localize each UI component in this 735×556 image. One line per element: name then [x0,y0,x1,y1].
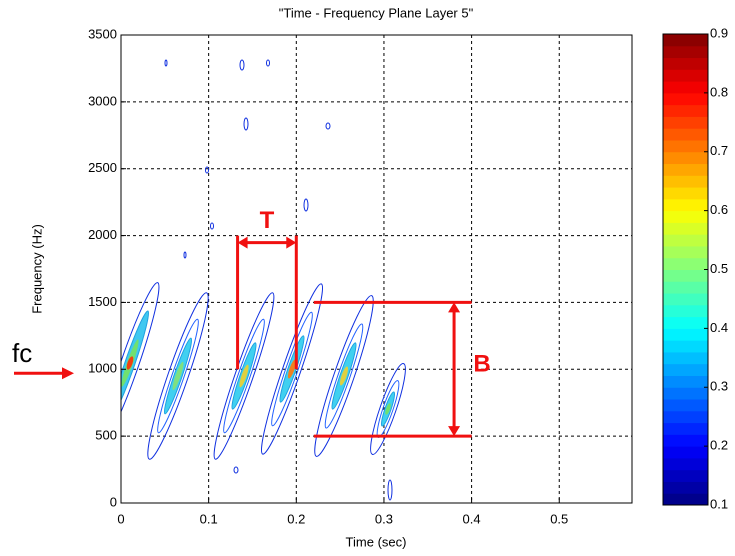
x-tick-label: 0.3 [375,511,393,526]
colorbar-band [663,351,708,365]
colorbar-band [663,269,708,282]
colorbar-band [663,234,708,247]
y-tick-label: 3000 [88,93,117,108]
colorbar-band [663,399,708,412]
contours [121,59,406,501]
y-axis-label: Frequency (Hz) [29,224,44,314]
x-tick-label: 0.2 [287,511,305,526]
annotation-label: B [473,351,490,378]
contour-streak [314,295,374,457]
colorbar-band [663,375,708,388]
colorbar-tick-label: 0.9 [710,25,728,40]
contour-streak [260,283,324,455]
colorbar-band [663,45,708,59]
colorbar-tick-label: 0.2 [710,438,728,453]
colorbar-band [663,340,708,353]
x-tick-label: 0 [117,511,124,526]
contour-streak [121,282,160,444]
plot-area [121,35,632,503]
colorbar-band [663,422,708,435]
colorbar-band [663,245,708,259]
annotation-label: fc [12,338,32,368]
annotation-label: T [260,207,275,234]
x-axis-label: Time (sec) [346,534,407,549]
colorbar-tick-label: 0.1 [710,496,728,511]
colorbar-tick-label: 0.7 [710,143,728,158]
colorbar-band [663,457,708,471]
colorbar-band [663,304,708,318]
colorbar-band [663,69,708,82]
colorbar-band [663,493,708,506]
colorbar-tick-label: 0.4 [710,320,728,335]
colorbar-band [663,222,708,235]
contour-streak [213,292,275,460]
colorbar-band [663,410,708,424]
contour-specks [164,59,393,501]
colorbar-band [663,187,708,200]
colorbar-band [663,469,708,482]
colorbar-band [663,281,708,294]
contour-streak [147,292,209,460]
colorbar-band [663,175,708,188]
y-tick-label: 1500 [88,294,117,309]
colorbar-band [663,257,708,270]
colorbar: 0.1 0.2 0.3 0.4 0.5 0.6 0.7 0.8 0.9 [662,25,728,511]
colorbar-band [663,293,708,306]
colorbar-band [663,363,708,376]
colorbar-band [663,210,708,223]
colorbar-band [663,163,708,176]
chart-title: "Time - Frequency Plane Layer 5" [279,5,474,20]
y-tick-label: 3500 [88,26,117,41]
plot-frame [120,34,633,504]
colorbar-band [663,139,708,153]
colorbar-band [663,434,708,447]
x-tick-label: 0.5 [550,511,568,526]
colorbar-band [663,81,708,94]
colorbar-band [663,128,708,141]
colorbar-band [663,328,708,341]
colorbar-tick-label: 0.8 [710,84,728,99]
colorbar-band [663,104,708,117]
colorbar-band [663,151,708,165]
colorbar-band [663,387,708,400]
colorbar-band [663,57,708,70]
colorbar-band [663,92,708,106]
colorbar-band [663,34,708,47]
colorbar-band [663,316,708,329]
colorbar-band [663,198,708,212]
y-tick-label: 2500 [88,160,117,175]
x-tick-label: 0.4 [463,511,481,526]
y-tick-label: 2000 [88,227,117,242]
annotation-arrowhead [62,367,74,380]
colorbar-band [663,116,708,129]
colorbar-tick-label: 0.5 [710,261,728,276]
colorbar-band [663,446,708,459]
colorbar-tick-label: 0.3 [710,379,728,394]
y-tick-label: 0 [110,494,117,509]
colorbar-band [663,481,708,494]
x-tick-label: 0.1 [200,511,218,526]
colorbar-tick-label: 0.6 [710,202,728,217]
y-tick-label: 500 [95,428,117,443]
y-tick-label: 1000 [88,361,117,376]
